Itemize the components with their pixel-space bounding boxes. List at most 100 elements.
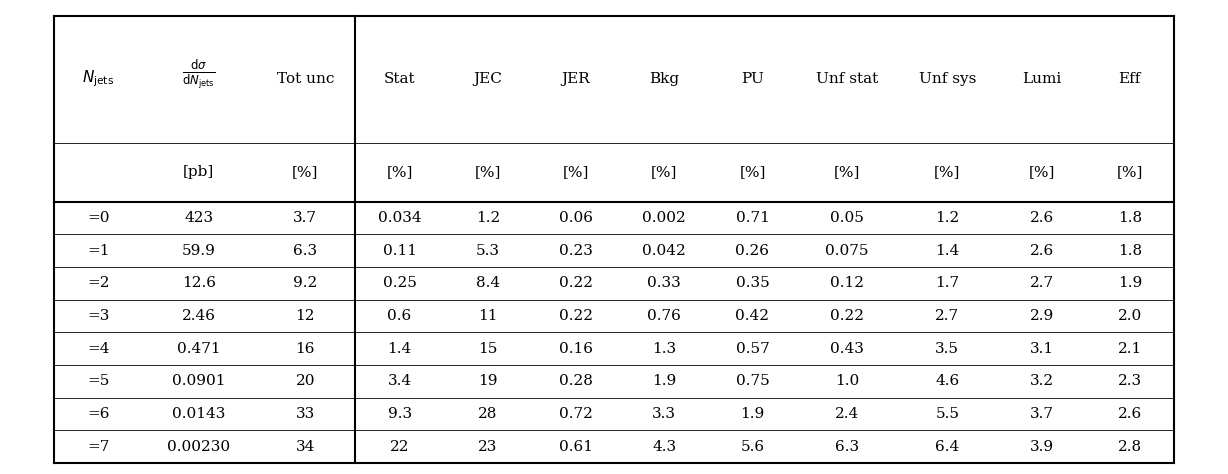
Text: 2.1: 2.1 <box>1117 342 1142 356</box>
Text: 423: 423 <box>184 211 214 225</box>
Text: 1.3: 1.3 <box>652 342 677 356</box>
Text: [%]: [%] <box>1028 165 1055 179</box>
Text: Lumi: Lumi <box>1022 72 1061 86</box>
Text: 1.2: 1.2 <box>475 211 500 225</box>
Text: 22: 22 <box>389 440 409 454</box>
Text: 0.72: 0.72 <box>559 407 593 421</box>
Text: 12: 12 <box>296 309 316 323</box>
Text: 3.5: 3.5 <box>936 342 959 356</box>
Text: 16: 16 <box>296 342 316 356</box>
Text: 2.6: 2.6 <box>1117 407 1142 421</box>
Text: 3.2: 3.2 <box>1029 374 1054 389</box>
Text: 0.57: 0.57 <box>736 342 769 356</box>
Text: 0.71: 0.71 <box>736 211 770 225</box>
Text: 0.042: 0.042 <box>642 244 686 258</box>
Text: 0.23: 0.23 <box>559 244 593 258</box>
Text: 0.075: 0.075 <box>825 244 868 258</box>
Text: 2.4: 2.4 <box>835 407 858 421</box>
Text: 3.7: 3.7 <box>293 211 317 225</box>
Text: 19: 19 <box>478 374 497 389</box>
Text: 2.9: 2.9 <box>1029 309 1054 323</box>
Text: 1.9: 1.9 <box>652 374 677 389</box>
Text: 59.9: 59.9 <box>182 244 216 258</box>
Text: 1.7: 1.7 <box>936 276 959 291</box>
Text: 0.22: 0.22 <box>559 309 593 323</box>
Text: 0.002: 0.002 <box>642 211 686 225</box>
Text: =5: =5 <box>87 374 109 389</box>
Text: 0.06: 0.06 <box>559 211 593 225</box>
Text: 2.6: 2.6 <box>1029 211 1054 225</box>
Text: Bkg: Bkg <box>650 72 679 86</box>
Text: 2.46: 2.46 <box>182 309 216 323</box>
Text: JER: JER <box>561 72 591 86</box>
Text: =1: =1 <box>87 244 109 258</box>
Text: Tot unc: Tot unc <box>276 72 334 86</box>
Text: $\frac{\mathrm{d}\sigma}{\mathrm{d}N_{\mathrm{jets}}}$: $\frac{\mathrm{d}\sigma}{\mathrm{d}N_{\m… <box>182 58 215 91</box>
Text: 0.0143: 0.0143 <box>172 407 225 421</box>
Text: 33: 33 <box>296 407 314 421</box>
Text: 5.6: 5.6 <box>740 440 765 454</box>
Text: Stat: Stat <box>384 72 415 86</box>
Text: 0.6: 0.6 <box>388 309 411 323</box>
Text: 3.1: 3.1 <box>1029 342 1054 356</box>
Text: =6: =6 <box>87 407 109 421</box>
Text: [%]: [%] <box>1116 165 1143 179</box>
Text: Unf sys: Unf sys <box>919 72 976 86</box>
Text: 0.61: 0.61 <box>559 440 593 454</box>
Text: 0.33: 0.33 <box>647 276 682 291</box>
Text: 0.26: 0.26 <box>736 244 770 258</box>
Text: 4.6: 4.6 <box>936 374 959 389</box>
Text: 28: 28 <box>478 407 497 421</box>
Text: 1.8: 1.8 <box>1117 244 1142 258</box>
Text: 6.4: 6.4 <box>936 440 959 454</box>
Text: 0.11: 0.11 <box>383 244 416 258</box>
Text: 5.3: 5.3 <box>475 244 500 258</box>
Text: 0.22: 0.22 <box>559 276 593 291</box>
Text: 1.0: 1.0 <box>835 374 858 389</box>
Text: [%]: [%] <box>651 165 678 179</box>
Text: 3.7: 3.7 <box>1029 407 1054 421</box>
Text: 0.76: 0.76 <box>647 309 682 323</box>
Text: 2.6: 2.6 <box>1029 244 1054 258</box>
Text: 2.0: 2.0 <box>1117 309 1142 323</box>
Text: 0.16: 0.16 <box>559 342 593 356</box>
Text: [%]: [%] <box>474 165 501 179</box>
Text: =4: =4 <box>87 342 109 356</box>
Text: 0.034: 0.034 <box>378 211 421 225</box>
Text: [%]: [%] <box>387 165 413 179</box>
Text: 0.0901: 0.0901 <box>172 374 226 389</box>
Text: 1.2: 1.2 <box>936 211 959 225</box>
Text: 3.3: 3.3 <box>652 407 677 421</box>
Text: 23: 23 <box>478 440 497 454</box>
Text: Unf stat: Unf stat <box>815 72 878 86</box>
Text: 2.7: 2.7 <box>1029 276 1054 291</box>
Text: 1.4: 1.4 <box>936 244 959 258</box>
Text: [%]: [%] <box>935 165 960 179</box>
Text: 11: 11 <box>478 309 497 323</box>
Text: 1.8: 1.8 <box>1117 211 1142 225</box>
Text: 9.3: 9.3 <box>388 407 411 421</box>
Text: 0.471: 0.471 <box>177 342 221 356</box>
Text: 15: 15 <box>478 342 497 356</box>
Text: =7: =7 <box>87 440 109 454</box>
Text: 3.9: 3.9 <box>1029 440 1054 454</box>
Text: 6.3: 6.3 <box>293 244 317 258</box>
Text: PU: PU <box>740 72 764 86</box>
Text: 2.3: 2.3 <box>1117 374 1142 389</box>
Text: 0.00230: 0.00230 <box>167 440 230 454</box>
Text: 6.3: 6.3 <box>835 440 858 454</box>
Text: 2.7: 2.7 <box>936 309 959 323</box>
Text: [%]: [%] <box>562 165 589 179</box>
Text: 5.5: 5.5 <box>936 407 959 421</box>
Text: 0.22: 0.22 <box>830 309 863 323</box>
Text: 4.3: 4.3 <box>652 440 677 454</box>
Text: 0.12: 0.12 <box>830 276 863 291</box>
Text: 20: 20 <box>296 374 316 389</box>
Text: 0.35: 0.35 <box>736 276 769 291</box>
Text: 2.8: 2.8 <box>1117 440 1142 454</box>
Text: 0.28: 0.28 <box>559 374 593 389</box>
Text: 0.75: 0.75 <box>736 374 769 389</box>
Text: 1.9: 1.9 <box>1117 276 1142 291</box>
Text: JEC: JEC <box>473 72 502 86</box>
Text: =2: =2 <box>87 276 109 291</box>
